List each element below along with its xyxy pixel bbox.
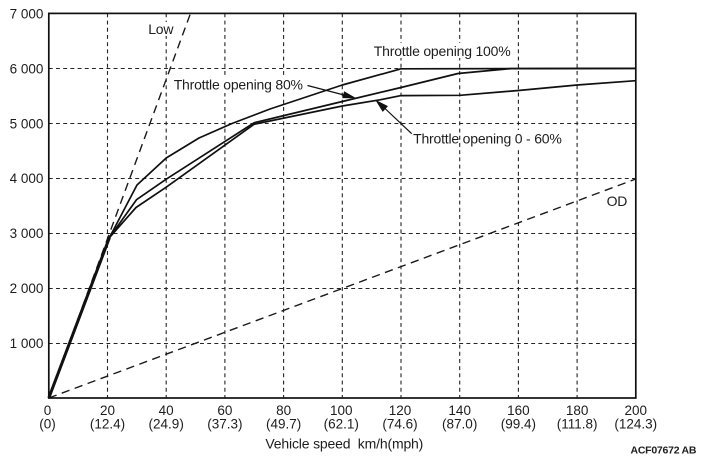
svg-text:0: 0 [44, 403, 52, 418]
svg-text:(37.3): (37.3) [207, 417, 242, 432]
svg-text:7 000: 7 000 [10, 6, 44, 21]
svg-text:160: 160 [507, 403, 530, 418]
svg-text:3 000: 3 000 [10, 226, 44, 241]
svg-text:Throttle opening 100%: Throttle opening 100% [374, 43, 511, 59]
svg-text:200: 200 [625, 403, 648, 418]
svg-text:5 000: 5 000 [10, 116, 44, 131]
svg-text:(12.4): (12.4) [90, 417, 125, 432]
svg-text:80: 80 [276, 403, 291, 418]
svg-text:100: 100 [330, 403, 353, 418]
svg-text:20: 20 [100, 403, 115, 418]
svg-text:(99.4): (99.4) [501, 417, 536, 432]
svg-text:40: 40 [159, 403, 174, 418]
svg-text:(74.6): (74.6) [382, 417, 417, 432]
svg-text:2 000: 2 000 [10, 281, 44, 296]
svg-text:60: 60 [217, 403, 232, 418]
svg-text:Vehicle speed km/h(mph): Vehicle speed km/h(mph) [265, 435, 423, 451]
svg-text:140: 140 [448, 403, 471, 418]
svg-text:6 000: 6 000 [10, 61, 44, 76]
svg-text:(62.1): (62.1) [324, 417, 359, 432]
svg-text:4 000: 4 000 [10, 171, 44, 186]
svg-text:120: 120 [389, 403, 412, 418]
svg-text:(124.3): (124.3) [614, 417, 657, 432]
svg-text:(24.9): (24.9) [149, 417, 184, 432]
svg-text:Throttle opening 80%: Throttle opening 80% [174, 76, 303, 92]
svg-text:Throttle opening 0 - 60%: Throttle opening 0 - 60% [413, 130, 562, 146]
svg-text:1 000: 1 000 [10, 336, 44, 351]
svg-text:(87.0): (87.0) [442, 417, 477, 432]
svg-text:180: 180 [566, 403, 589, 418]
svg-text:OD: OD [607, 193, 628, 209]
svg-text:Low: Low [148, 21, 174, 37]
svg-text:(49.7): (49.7) [266, 417, 301, 432]
svg-text:(0): (0) [39, 417, 56, 432]
svg-text:(111.8): (111.8) [557, 417, 598, 432]
svg-text:ACF07672 AB: ACF07672 AB [631, 445, 697, 457]
